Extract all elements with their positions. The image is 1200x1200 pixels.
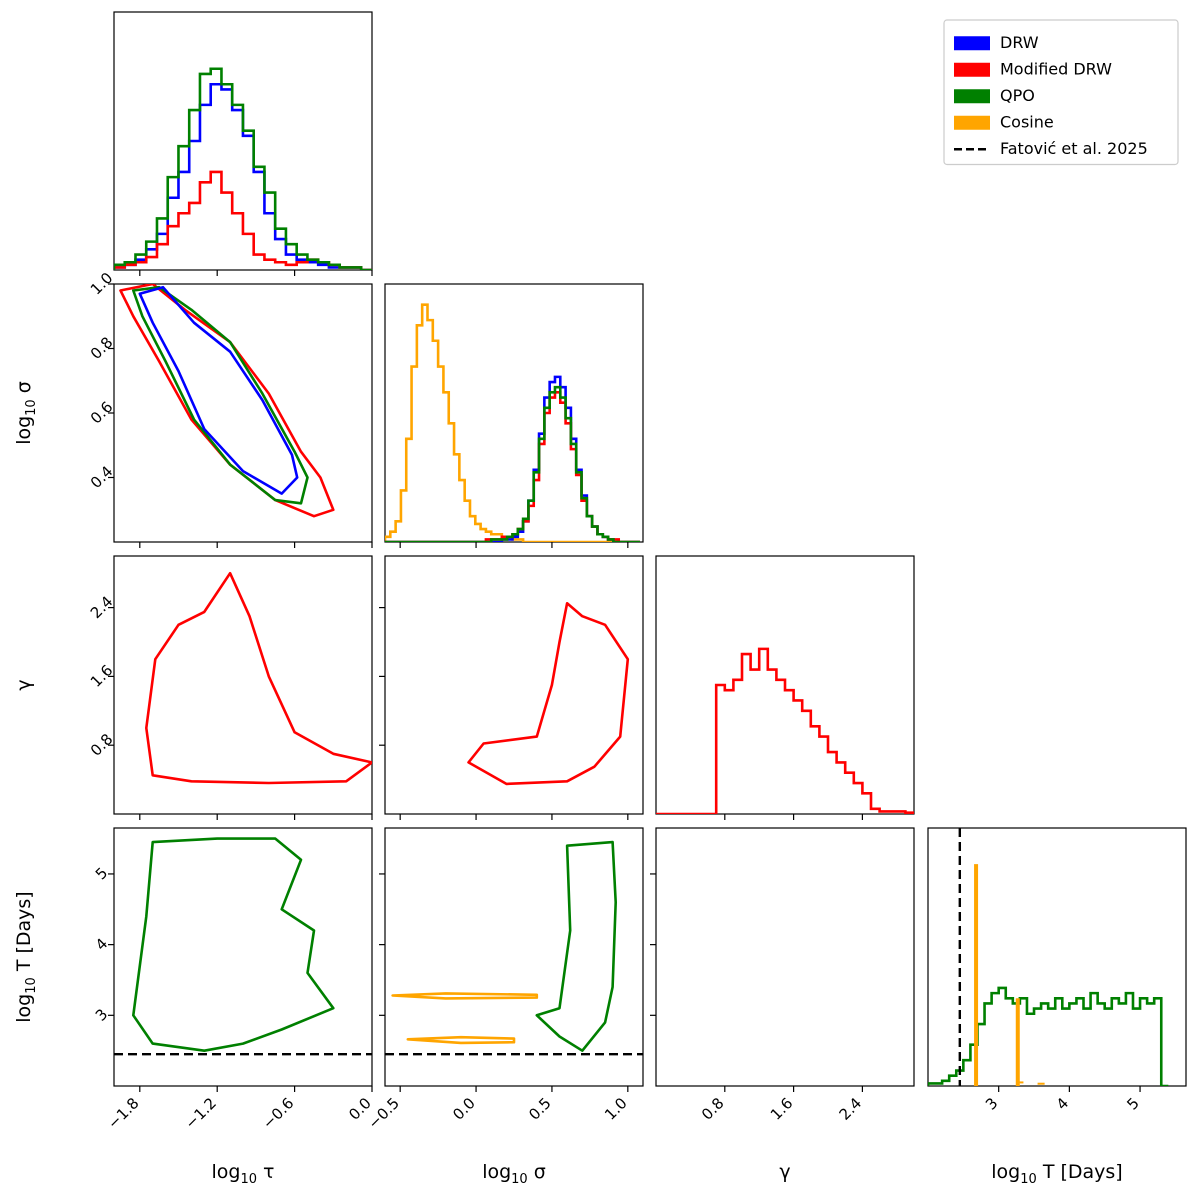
hist-modified-drw (114, 170, 372, 270)
hist-cosine-spike-1 (1015, 998, 1020, 1086)
hist-cosine (385, 303, 640, 542)
x-tick-label-logT: 5 (1123, 1094, 1142, 1113)
contour-drw-2 (138, 285, 299, 495)
y-tick-label-gamma: 0.8 (87, 730, 117, 760)
legend-swatch (954, 115, 990, 130)
x-tick-label-gamma: 2.4 (836, 1094, 866, 1124)
legend-label: DRW (1000, 33, 1039, 52)
contour-cosine-2 (406, 1035, 516, 1045)
legend: DRW Modified DRW QPO Cosine Fatović et al. 2… (943, 19, 1179, 166)
panel-tau_gamma (113, 555, 373, 815)
y-tick-label-gamma: 1.6 (87, 661, 117, 691)
x-axis-label-logT: log10 T [Days] (991, 1161, 1122, 1187)
panel-frame (384, 827, 644, 1087)
y-axis-label-gamma: γ (13, 679, 35, 690)
contour-qpo-0 (132, 837, 335, 1052)
x-tick-label-sigma: −0.5 (365, 1094, 403, 1132)
legend-swatch (954, 62, 990, 77)
contour-modified-drw-0 (119, 284, 335, 518)
legend-swatch (954, 36, 990, 51)
panel-sigma_logT (384, 827, 644, 1087)
y-tick-label-sigma: 0.8 (87, 333, 117, 363)
panel-frame (655, 827, 915, 1087)
y-tick-label-sigma: 0.4 (87, 462, 117, 492)
x-tick-label-gamma: 0.8 (698, 1094, 728, 1124)
contour-modified-drw-0 (467, 602, 630, 786)
panel-sigma_gamma (384, 555, 644, 815)
hist-modified-drw (656, 647, 914, 814)
x-tick-label-logT: 3 (982, 1094, 1001, 1113)
legend-label: Modified DRW (1000, 59, 1112, 78)
x-axis-label-sigma: log10 σ (482, 1161, 546, 1187)
contour-qpo-1 (132, 285, 309, 505)
panel-frame (384, 555, 644, 815)
contour-modified-drw-0 (145, 571, 372, 785)
legend-label: Fatović et al. 2025 (1000, 139, 1148, 158)
panel-frame (113, 827, 373, 1087)
hist-panel-logT (927, 827, 1187, 1087)
x-tick-label-tau: −0.6 (259, 1094, 297, 1132)
corner-panels (108, 11, 1187, 1092)
panel-frame (113, 555, 373, 815)
y-axis-label-logT: log10 T [Days] (13, 891, 39, 1022)
hist-qpo (114, 67, 372, 270)
panel-frame (113, 11, 373, 271)
x-tick-label-sigma: 0.0 (449, 1094, 479, 1124)
x-tick-label-sigma: 0.5 (525, 1094, 555, 1124)
y-tick-label-gamma: 2.4 (87, 592, 117, 622)
legend-box (943, 19, 1179, 166)
x-tick-label-tau: −1.2 (182, 1094, 220, 1132)
panel-frame (927, 827, 1187, 1087)
panel-gamma_logT (655, 827, 915, 1087)
y-axis-label-sigma: log10 σ (13, 381, 39, 445)
hist-panel-tau (113, 11, 373, 271)
hist-modified-drw (385, 391, 640, 542)
hist-drw (385, 375, 640, 542)
hist-panel-sigma (384, 283, 644, 543)
contour-cosine-1 (391, 992, 539, 1000)
x-axis-label-tau: log10 τ (212, 1161, 275, 1187)
x-tick-label-sigma: 1.0 (601, 1094, 631, 1124)
hist-panel-gamma (655, 555, 915, 815)
panel-frame (655, 555, 915, 815)
legend-label: QPO (1000, 86, 1035, 105)
panel-tau_logT (113, 827, 373, 1087)
hist-cosine-spike-0 (974, 864, 979, 1086)
contour-qpo-0 (535, 840, 617, 1052)
hist-qpo (928, 986, 1169, 1086)
x-tick-label-tau: −1.8 (104, 1094, 142, 1132)
x-tick-label-logT: 4 (1053, 1094, 1072, 1113)
panel-frame (384, 283, 644, 543)
panel-tau_sigma (113, 283, 373, 543)
legend-label: Cosine (1000, 112, 1054, 131)
hist-qpo (385, 385, 640, 542)
y-tick-label-sigma: 1.0 (87, 269, 117, 299)
x-axis-label-gamma: γ (779, 1161, 790, 1183)
legend-swatch (954, 89, 990, 104)
x-tick-label-gamma: 1.6 (767, 1094, 797, 1124)
y-tick-label-sigma: 0.6 (87, 398, 117, 428)
